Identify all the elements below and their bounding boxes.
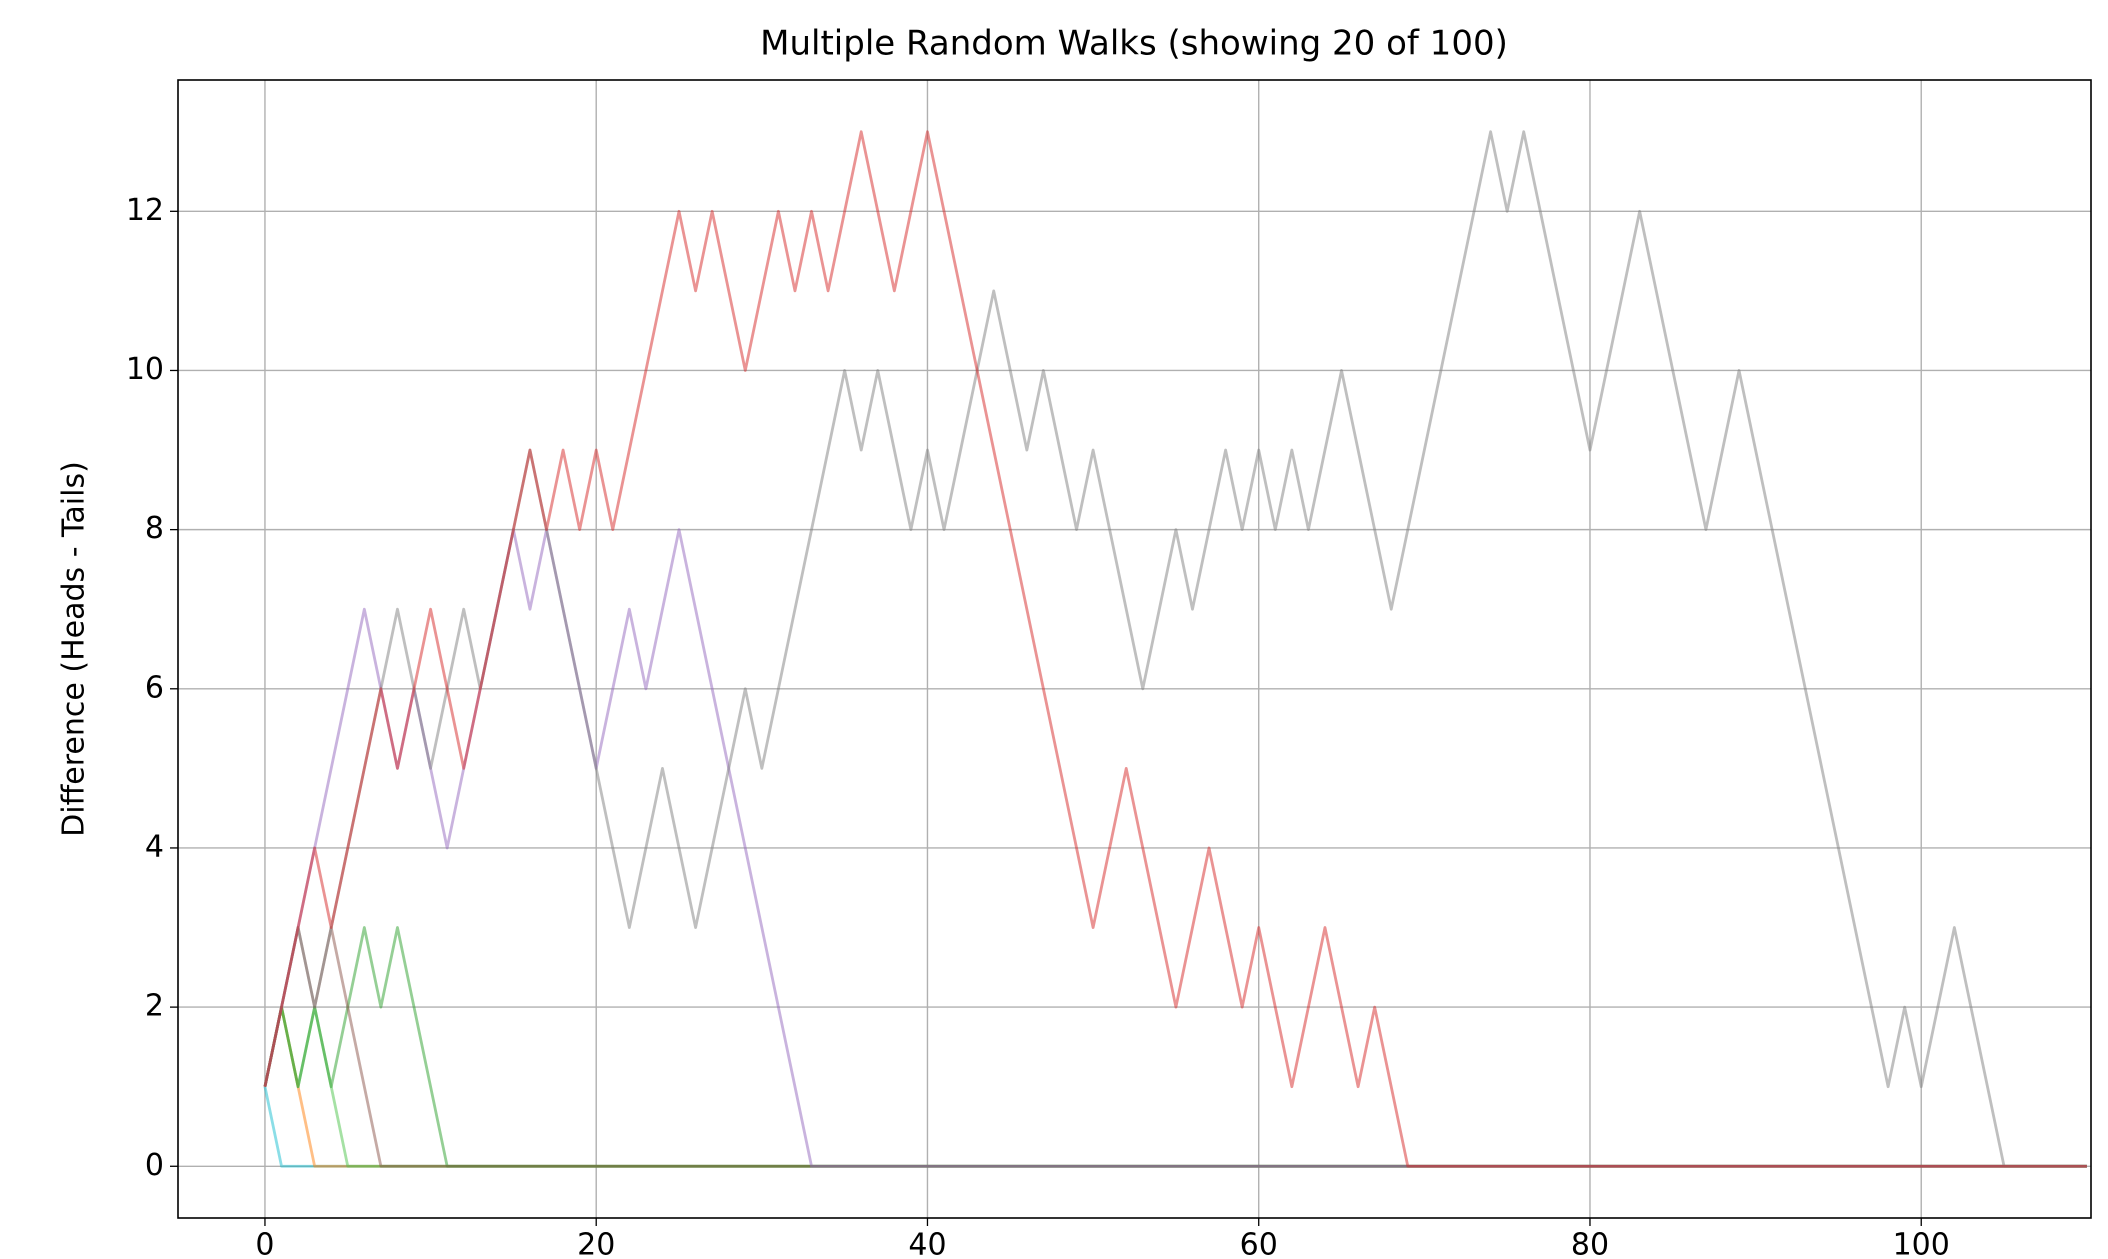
walk-line <box>263 1086 2087 1168</box>
y-tick-label: 6 <box>145 670 164 705</box>
chart-title: Multiple Random Walks (showing 20 of 100… <box>760 24 1508 64</box>
y-tick-label: 2 <box>145 989 164 1024</box>
y-axis-label: Difference (Heads - Tails) <box>57 461 92 837</box>
x-tick-label: 80 <box>1571 1228 1609 1259</box>
walk-line <box>263 130 2087 1168</box>
x-tick-label: 40 <box>908 1228 946 1259</box>
y-tick-label: 0 <box>145 1148 164 1183</box>
x-tick-label: 0 <box>255 1228 274 1259</box>
y-tick-label: 8 <box>145 511 164 546</box>
y-tick-label: 12 <box>126 193 164 228</box>
x-tick-label: 60 <box>1240 1228 1278 1259</box>
walk-line <box>263 1005 2087 1168</box>
x-tick-label: 100 <box>1893 1228 1950 1259</box>
walk-line <box>263 926 2087 1168</box>
x-tick-label: 20 <box>577 1228 615 1259</box>
y-tick-label: 10 <box>126 352 164 387</box>
plot-frame <box>177 79 2092 1219</box>
y-tick-label: 4 <box>145 829 164 864</box>
walk-line <box>263 926 2087 1168</box>
walk-line <box>263 1005 2087 1168</box>
walk-line <box>263 130 2087 1168</box>
